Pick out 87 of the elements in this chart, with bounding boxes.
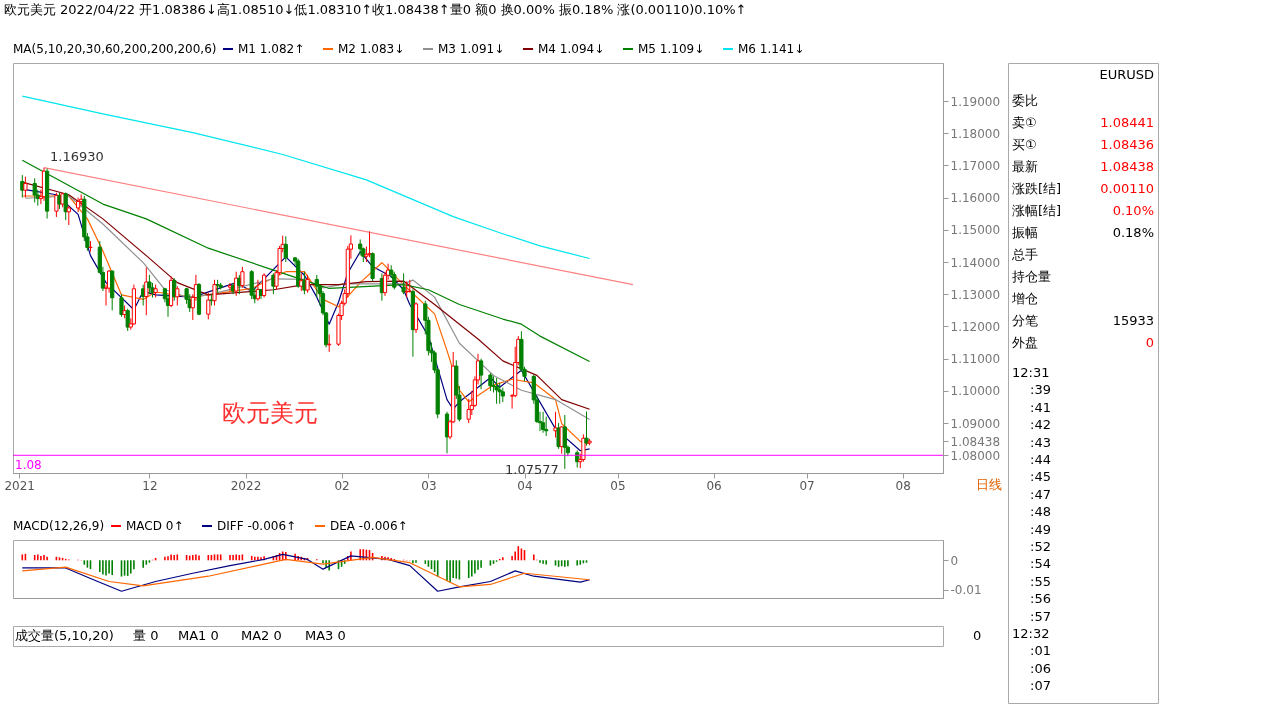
text: :07: [1030, 678, 1051, 694]
text: :52: [1030, 539, 1051, 554]
x-tick-label: 2021: [4, 478, 35, 493]
x-tick-label: 08: [895, 478, 911, 493]
category-label: 最新: [1012, 159, 1038, 174]
x-tick-label: 06: [706, 478, 722, 493]
x-tick-label: 02: [334, 478, 350, 493]
text: EURUSD: [1099, 67, 1154, 82]
y-tick-label: 1.08000: [950, 448, 1001, 463]
x-tick-label: 07: [799, 478, 815, 493]
text: 12:31: [1012, 365, 1050, 380]
text: :57: [1030, 608, 1051, 624]
text: :55: [1030, 573, 1051, 589]
text: :01: [1030, 643, 1051, 659]
text: :39: [1030, 382, 1051, 398]
y-tick-label: 0: [950, 553, 959, 568]
category-label: 总手: [1011, 247, 1038, 262]
text: :47: [1030, 486, 1051, 502]
category-label: 外盘: [1012, 335, 1038, 350]
text: 0.00110: [1100, 181, 1154, 196]
text: :44: [1030, 452, 1051, 467]
legend-label: M5 1.109↓: [638, 42, 705, 56]
text: :43: [1030, 434, 1051, 450]
legend-label: DEA -0.006↑: [330, 519, 408, 533]
category-label: 振幅: [1012, 225, 1038, 240]
category-label: 涨幅[结]: [1012, 203, 1062, 218]
text: :06: [1030, 660, 1051, 676]
x-tick-label: 2022: [230, 478, 262, 493]
text: 1.08441: [1100, 115, 1154, 130]
x-tick-label: 04: [517, 478, 533, 493]
category-label: 持仓量: [1012, 269, 1051, 284]
y-tick-label: 1.12000: [950, 319, 1001, 334]
text: :56: [1030, 591, 1051, 607]
y-tick-label: 1.11000: [950, 352, 1001, 367]
category-label: 增仓: [1011, 291, 1038, 306]
legend-label: DIFF -0.006↑: [217, 519, 297, 533]
y-tick-label: 1.18000: [950, 126, 1001, 141]
y-tick-label: 1.13000: [950, 287, 1001, 302]
text: MA1 0: [178, 628, 219, 643]
chart-title: 欧元美元 2022/04/22 开1.08386↓高1.08510↓低1.08310↑收1.08438↑量0 额0 换0.00% 振0.18% 涨(0.00110)0.10%↑: [3, 2, 747, 17]
annotation: 欧元美元: [222, 398, 319, 427]
y-tick-label: 1.19000: [950, 94, 1001, 109]
y-tick-label: -0.01: [950, 583, 982, 598]
legend-label: MACD 0↑: [126, 519, 184, 533]
text: 0.18%: [1112, 225, 1154, 240]
text: :41: [1030, 399, 1051, 415]
y-tick-label: 1.15000: [950, 223, 1001, 238]
text: :54: [1030, 556, 1051, 572]
category-label: 分笔: [1012, 313, 1038, 328]
y-tick-label: 1.09000: [950, 416, 1001, 431]
legend-label: M6 1.141↓: [738, 42, 805, 56]
x-tick-label: 12: [142, 478, 158, 493]
text: MA3 0: [305, 628, 346, 643]
category-label: 卖①: [1012, 115, 1037, 130]
annotation: 1.16930: [50, 148, 104, 164]
legend-label: M3 1.091↓: [438, 42, 505, 56]
y-tick-label: 1.08438: [950, 434, 1001, 449]
category-label: 买①: [1012, 137, 1037, 152]
text: :49: [1030, 521, 1051, 537]
legend-title: MACD(12,26,9): [13, 519, 105, 533]
y-tick-label: 1.10000: [950, 384, 1001, 399]
text: 日线: [975, 477, 1002, 493]
text: 12:32: [1012, 626, 1050, 641]
text: :48: [1030, 504, 1051, 520]
y-tick-label: 1.17000: [950, 158, 1001, 173]
text: 15933: [1112, 313, 1154, 328]
text: 1.08436: [1100, 137, 1154, 152]
y-tick-label: 1.16000: [950, 191, 1001, 206]
ref-line-label: 1.08: [15, 458, 42, 473]
text: :42: [1030, 417, 1051, 433]
text: 1.08438: [1100, 159, 1154, 174]
text: 0.10%: [1112, 203, 1154, 218]
category-label: 涨跌[结]: [1012, 181, 1062, 196]
legend-label: M2 1.083↓: [338, 42, 405, 56]
text: 0: [1145, 335, 1154, 350]
y-tick-label: 1.14000: [950, 255, 1001, 270]
legend-label: M4 1.094↓: [538, 42, 605, 56]
x-tick-label: 05: [610, 478, 626, 493]
legend-title: MA(5,10,20,30,60,200,200,200,6): [13, 42, 217, 56]
text: MA2 0: [241, 628, 282, 643]
text: :45: [1030, 469, 1051, 485]
text: 量 0: [133, 628, 159, 643]
x-tick-label: 03: [421, 478, 437, 493]
legend-label: M1 1.082↑: [238, 42, 305, 56]
annotation: 1.07577: [505, 461, 559, 477]
category-label: 委比: [1012, 93, 1038, 108]
text: 成交量(5,10,20): [15, 628, 114, 643]
